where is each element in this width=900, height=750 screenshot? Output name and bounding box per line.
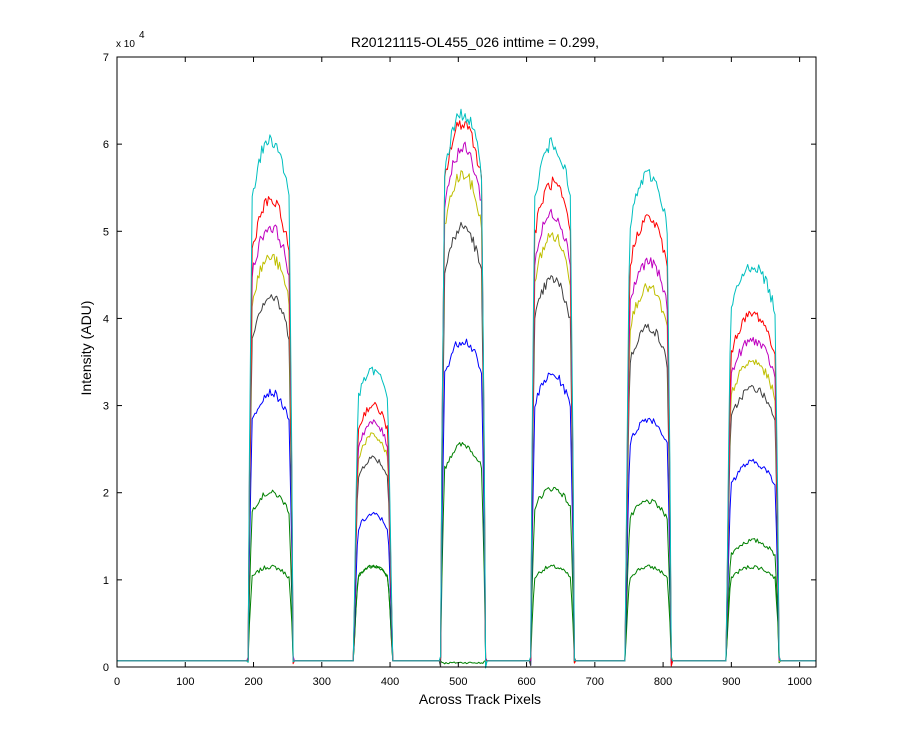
x-tick-label: 200 xyxy=(244,676,262,688)
y-tick-label: 1 xyxy=(103,575,109,587)
y-tick-label: 5 xyxy=(103,226,109,238)
x-tick-label: 700 xyxy=(586,676,604,688)
x-axis-label: Across Track Pixels xyxy=(419,691,541,707)
y-tick-label: 2 xyxy=(103,488,109,500)
x-tick-label: 400 xyxy=(381,676,399,688)
x-tick-label: 1000 xyxy=(787,676,811,688)
x-tick-label: 100 xyxy=(176,676,194,688)
y-tick-label: 3 xyxy=(103,401,109,413)
y-tick-label: 0 xyxy=(103,662,109,674)
x-tick-label: 300 xyxy=(313,676,331,688)
y-axis-multiplier: x 10 xyxy=(116,39,135,50)
x-tick-label: 900 xyxy=(722,676,740,688)
series-group xyxy=(117,108,816,669)
x-tick-label: 0 xyxy=(114,676,120,688)
y-tick-label: 4 xyxy=(103,313,109,325)
x-tick-label: 800 xyxy=(654,676,672,688)
y-tick-label: 7 xyxy=(103,52,109,64)
y-axis-exponent: 4 xyxy=(139,30,145,41)
axes-box xyxy=(116,56,817,668)
chart-title: R20121115-OL455_026 inttime = 0.299, xyxy=(351,34,599,50)
series-line-7 xyxy=(117,108,816,669)
ticks-group: 0 100 200 300 400 500 600 700 800 900 1000 0 1 2 3 4 5 6 7 xyxy=(103,52,816,688)
x-tick-label: 600 xyxy=(517,676,535,688)
axes-background xyxy=(117,57,816,667)
y-tick-label: 6 xyxy=(103,139,109,151)
y-axis-label: Intensity (ADU) xyxy=(78,301,94,396)
x-tick-label: 500 xyxy=(449,676,467,688)
